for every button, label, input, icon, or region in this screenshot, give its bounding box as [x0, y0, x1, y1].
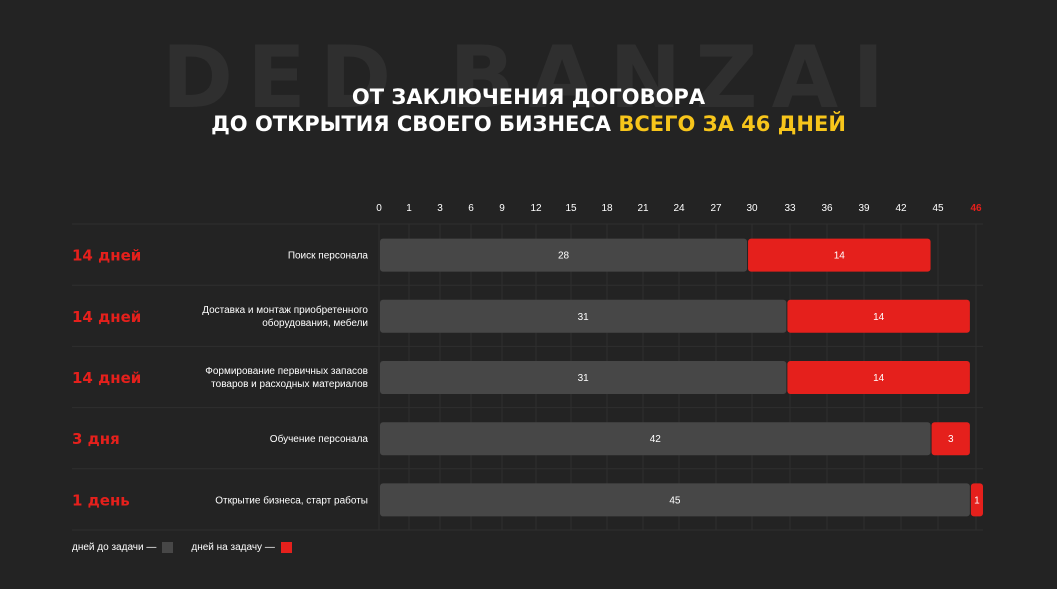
bar-days-before-label: 42: [650, 434, 662, 445]
title-line-2-text: ДО ОТКРЫТИЯ СВОЕГО БИЗНЕСА: [211, 112, 619, 136]
bar-days-before-label: 28: [558, 251, 570, 262]
x-tick-label: 30: [746, 203, 758, 214]
page-title: ОТ ЗАКЛЮЧЕНИЯ ДОГОВОРА ДО ОТКРЫТИЯ СВОЕГ…: [0, 84, 1057, 138]
x-tick-label: 21: [637, 203, 649, 214]
bar-days-during-label: 1: [974, 495, 980, 506]
bar-days-before-label: 45: [669, 495, 681, 506]
task-label: Формирование первичных запасов товаров и …: [205, 366, 368, 390]
x-tick-label: 9: [499, 203, 505, 214]
legend-during-label: дней на задачу —: [191, 542, 275, 553]
watermark-logo: DED BANZAI: [161, 28, 899, 128]
x-tick-label: 12: [530, 203, 542, 214]
x-tick-label: 46: [970, 203, 982, 214]
title-line-2: ДО ОТКРЫТИЯ СВОЕГО БИЗНЕСА ВСЕГО ЗА 46 Д…: [0, 111, 1057, 138]
bar-days-before: [380, 483, 970, 517]
bar-days-during: [787, 361, 970, 394]
legend-before-swatch: [162, 542, 174, 553]
legend-during-swatch: [280, 542, 292, 553]
x-tick-label: 15: [565, 203, 577, 214]
bar-days-before: [380, 299, 787, 333]
bar-days-before: [380, 361, 787, 394]
x-tick-label: 27: [710, 203, 722, 214]
bar-days-during: [931, 422, 970, 456]
legend: дней до задачи — дней на задачу —: [72, 542, 292, 553]
x-tick-label: 39: [858, 203, 870, 214]
x-tick-label: 3: [437, 203, 443, 214]
bar-days-during: [748, 238, 931, 272]
task-label: Обучение персонала: [270, 433, 369, 445]
bar-days-during: [787, 299, 970, 333]
task-label: Поиск персонала: [288, 251, 369, 262]
x-tick-label: 0: [376, 203, 382, 214]
bar-days-during-label: 3: [948, 434, 954, 445]
task-label: Открытие бизнеса, старт работы: [215, 494, 368, 506]
bar-days-during-label: 14: [834, 251, 846, 262]
x-tick-label: 36: [821, 203, 833, 214]
x-tick-label: 24: [673, 203, 685, 214]
x-tick-label: 45: [932, 203, 944, 214]
legend-before-label: дней до задачи —: [72, 542, 157, 553]
x-tick-label: 42: [895, 203, 907, 214]
bar-days-before: [380, 238, 748, 272]
bar-days-before-label: 31: [578, 373, 590, 384]
bar-days-during-label: 14: [873, 312, 885, 323]
x-tick-label: 6: [468, 203, 474, 214]
duration-label: 14 дней: [72, 308, 141, 326]
duration-label: 1 день: [72, 491, 130, 509]
duration-label: 14 дней: [72, 247, 141, 265]
title-highlight: ВСЕГО ЗА 46 ДНЕЙ: [618, 112, 846, 136]
x-tick-label: 33: [784, 203, 796, 214]
x-tick-label: 1: [406, 203, 412, 214]
task-label: Доставка и монтаж приобретенного оборудов…: [202, 304, 368, 329]
duration-label: 3 дня: [72, 430, 120, 448]
bar-days-before: [380, 422, 931, 456]
x-tick-label: 18: [601, 203, 613, 214]
bar-days-during-label: 14: [873, 373, 885, 384]
bar-days-during: [970, 483, 983, 517]
duration-label: 14 дней: [72, 369, 141, 387]
bar-days-before-label: 31: [578, 312, 590, 323]
title-line-1: ОТ ЗАКЛЮЧЕНИЯ ДОГОВОРА: [351, 85, 706, 109]
